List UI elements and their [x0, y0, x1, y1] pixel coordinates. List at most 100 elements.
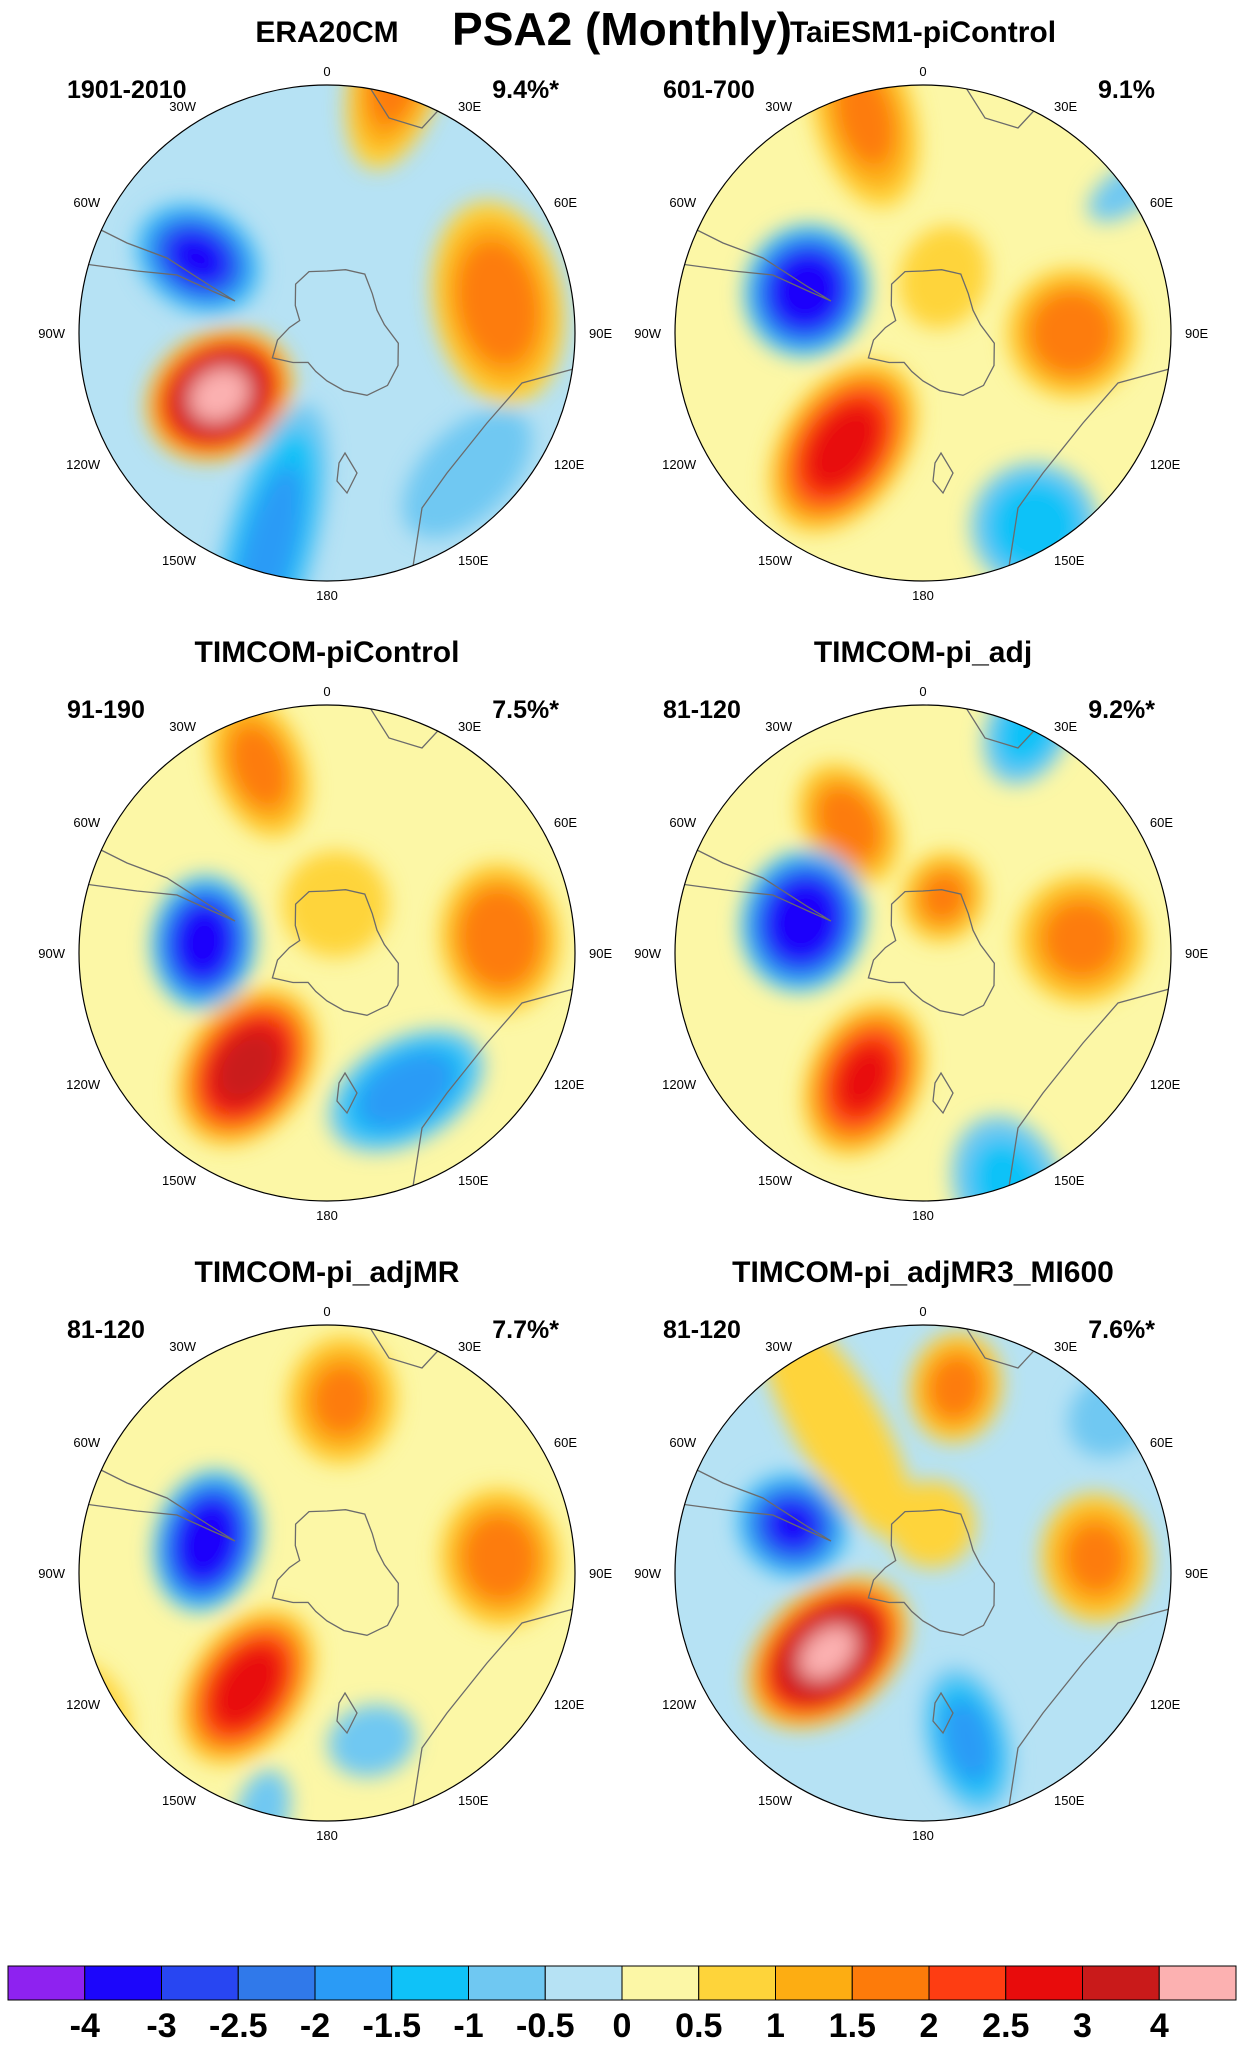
- map-panel: TIMCOM-pi_adjMR 81-120 7.7%* 0 30E 60E 90E 120E…: [38, 1256, 612, 1843]
- anomaly-contour: [189, 367, 250, 423]
- variance-label: 9.1%: [1098, 76, 1155, 104]
- longitude-label: 30W: [169, 99, 196, 114]
- anomaly-contour: [229, 725, 289, 809]
- australia-coastline: [411, 367, 575, 574]
- longitude-label: 150W: [162, 1173, 197, 1188]
- south-america-coastline: [675, 842, 832, 922]
- longitude-label: 90W: [634, 946, 661, 961]
- longitude-label: 0: [323, 64, 330, 79]
- anomaly-contour: [799, 1625, 857, 1680]
- longitude-label: 30E: [1054, 99, 1077, 114]
- longitude-label: 60W: [73, 1435, 100, 1450]
- longitude-label: 0: [323, 1304, 330, 1319]
- panel-title: TIMCOM-pi_adjMR3_MI600: [732, 1256, 1114, 1289]
- panel-title: TIMCOM-pi_adj: [814, 636, 1032, 669]
- longitude-label: 120E: [554, 1697, 585, 1712]
- new-zealand-coastline: [932, 451, 954, 495]
- map-border: [78, 1324, 576, 1822]
- pressure-anomaly-field: [79, 705, 575, 1201]
- colorbar-label: 4: [1150, 2007, 1169, 2045]
- variance-label: 9.2%*: [1088, 696, 1155, 724]
- longitude-label: 180: [912, 1828, 934, 1843]
- pressure-anomaly-field: [675, 85, 1171, 581]
- longitude-label: 30W: [169, 1339, 196, 1354]
- longitude-label: 180: [316, 1828, 338, 1843]
- longitude-label: 120W: [662, 1697, 697, 1712]
- new-zealand-coastline: [932, 1691, 954, 1735]
- longitude-label: 0: [919, 64, 926, 79]
- period-label: 601-700: [663, 76, 755, 104]
- colorbar-swatch: [1005, 1965, 1083, 2001]
- longitude-label: 150W: [162, 1793, 197, 1808]
- anomaly-contour: [1043, 901, 1119, 977]
- longitude-label: 30E: [1054, 1339, 1077, 1354]
- period-label: 1901-2010: [67, 76, 187, 104]
- anomaly-contour: [760, 1325, 912, 1539]
- south-america-coastline: [79, 222, 236, 302]
- longitude-label: 60E: [554, 195, 577, 210]
- longitude-label: 90E: [1185, 946, 1208, 961]
- colorbar-label: -0.5: [516, 2007, 575, 2045]
- new-zealand-coastline: [932, 1071, 954, 1115]
- longitude-label: 120E: [1150, 1077, 1181, 1092]
- longitude-label: 90W: [634, 1566, 661, 1581]
- longitude-label: 120W: [66, 1077, 101, 1092]
- anomaly-contour: [769, 1503, 816, 1548]
- panel-title: TIMCOM-piControl: [195, 636, 460, 669]
- south-america-coastline: [79, 1462, 236, 1542]
- longitude-label: 90E: [589, 326, 612, 341]
- longitude-label: 150W: [162, 553, 197, 568]
- colorbar-label: -1: [453, 2007, 483, 2045]
- anomaly-contour: [356, 1051, 457, 1130]
- longitude-label: 60W: [73, 815, 100, 830]
- anomaly-contour: [942, 1698, 994, 1783]
- longitude-label: 0: [919, 684, 926, 699]
- australia-coastline: [1007, 987, 1171, 1194]
- panel-title: TIMCOM-pi_adjMR: [195, 1256, 460, 1289]
- longitude-label: 120E: [554, 1077, 585, 1092]
- africa-coastline: [366, 85, 448, 129]
- colorbar-swatch: [391, 1965, 469, 2001]
- anomaly-contour: [312, 1365, 372, 1435]
- longitude-label: 30W: [765, 719, 792, 734]
- anomaly-contour: [928, 1355, 983, 1420]
- map-border: [78, 84, 576, 582]
- longitude-label: 120E: [1150, 1697, 1181, 1712]
- figure-title: PSA2 (Monthly): [452, 3, 792, 55]
- south-america-coastline: [675, 222, 832, 302]
- longitude-label: 150W: [758, 553, 793, 568]
- variance-label: 7.6%*: [1088, 1316, 1155, 1344]
- antarctica-coastline: [867, 1509, 995, 1636]
- colorbar-label: 2: [920, 2007, 939, 2045]
- longitude-label: 60W: [669, 195, 696, 210]
- australia-coastline: [1007, 1607, 1171, 1814]
- colorbar-label: -2.5: [209, 2007, 268, 2045]
- colorbar-label: -4: [70, 2007, 100, 2045]
- map-panel: TaiESM1-piControl 601-700 9.1% 0 30E 60E 90E 12…: [634, 16, 1208, 603]
- anomaly-contour: [805, 402, 882, 491]
- longitude-label: 60E: [1150, 1435, 1173, 1450]
- longitude-label: 60W: [669, 1435, 696, 1450]
- period-label: 81-120: [663, 696, 741, 724]
- longitude-label: 150E: [458, 1173, 489, 1188]
- longitude-label: 90E: [1185, 1566, 1208, 1581]
- longitude-label: 60E: [554, 1435, 577, 1450]
- africa-coastline: [366, 1325, 448, 1369]
- colorbar-swatch: [621, 1965, 700, 2001]
- longitude-label: 30E: [1054, 719, 1077, 734]
- africa-coastline: [962, 705, 1044, 749]
- anomaly-contour: [174, 904, 233, 980]
- longitude-label: 120W: [662, 1077, 697, 1092]
- longitude-label: 90W: [38, 946, 65, 961]
- longitude-label: 180: [912, 588, 934, 603]
- antarctica-coastline: [271, 889, 399, 1016]
- anomaly-contour: [462, 1514, 538, 1601]
- longitude-label: 60W: [669, 815, 696, 830]
- colorbar-swatch: [161, 1965, 239, 2001]
- colorbar-swatch: [1082, 1965, 1160, 2001]
- new-zealand-coastline: [336, 1691, 358, 1735]
- variance-label: 7.5%*: [492, 696, 559, 724]
- map-background: [675, 705, 1171, 1201]
- colorbar-label: 0.5: [675, 2007, 722, 2045]
